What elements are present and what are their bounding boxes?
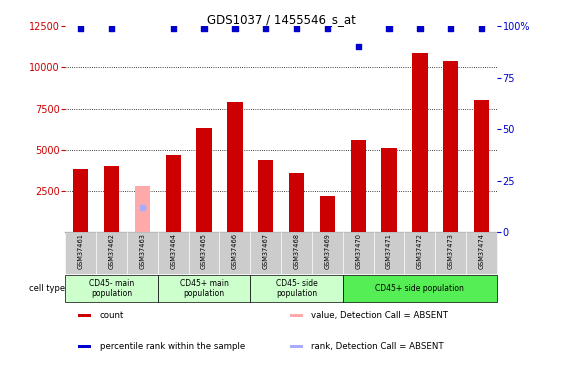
Text: GSM37464: GSM37464 [170, 234, 176, 270]
Point [323, 25, 332, 31]
Bar [412, 53, 428, 232]
Bar [320, 196, 335, 232]
Point [415, 25, 424, 31]
Bar [197, 128, 212, 232]
Text: CD45+ side population: CD45+ side population [375, 284, 465, 293]
FancyBboxPatch shape [466, 232, 497, 274]
Bar [290, 314, 303, 317]
FancyBboxPatch shape [65, 232, 96, 274]
Point [385, 25, 394, 31]
Bar [290, 345, 303, 348]
Bar [165, 154, 181, 232]
Bar [104, 166, 119, 232]
FancyBboxPatch shape [158, 275, 250, 302]
Bar [73, 170, 89, 232]
Bar [78, 345, 91, 348]
FancyBboxPatch shape [65, 275, 158, 302]
Text: value, Detection Call = ABSENT: value, Detection Call = ABSENT [311, 311, 449, 320]
Bar [474, 100, 489, 232]
Bar [135, 186, 150, 232]
Text: GSM37473: GSM37473 [448, 234, 454, 269]
Text: GSM37462: GSM37462 [108, 234, 115, 270]
Text: CD45- main
population: CD45- main population [89, 279, 134, 298]
FancyBboxPatch shape [312, 232, 343, 274]
Text: GSM37472: GSM37472 [417, 234, 423, 270]
Point [199, 25, 208, 31]
Bar [350, 140, 366, 232]
Point [261, 25, 270, 31]
Point [138, 204, 147, 210]
Point [231, 25, 240, 31]
Bar [227, 102, 243, 232]
Text: GSM37466: GSM37466 [232, 234, 238, 270]
FancyBboxPatch shape [404, 232, 435, 274]
FancyBboxPatch shape [127, 232, 158, 274]
Bar [443, 61, 458, 232]
Point [76, 25, 85, 31]
FancyBboxPatch shape [374, 232, 404, 274]
FancyBboxPatch shape [250, 275, 343, 302]
Text: percentile rank within the sample: percentile rank within the sample [100, 342, 245, 351]
Text: rank, Detection Call = ABSENT: rank, Detection Call = ABSENT [311, 342, 444, 351]
Text: GSM37468: GSM37468 [294, 234, 299, 270]
Text: GSM37461: GSM37461 [78, 234, 83, 269]
FancyBboxPatch shape [189, 232, 219, 274]
FancyBboxPatch shape [250, 232, 281, 274]
FancyBboxPatch shape [158, 232, 189, 274]
Point [354, 44, 363, 50]
Text: GSM37463: GSM37463 [139, 234, 145, 269]
Text: GSM37474: GSM37474 [479, 234, 485, 270]
FancyBboxPatch shape [219, 232, 250, 274]
Title: GDS1037 / 1455546_s_at: GDS1037 / 1455546_s_at [207, 13, 356, 26]
FancyBboxPatch shape [281, 232, 312, 274]
Text: GSM37470: GSM37470 [355, 234, 361, 270]
Point [477, 25, 486, 31]
Text: GSM37469: GSM37469 [324, 234, 331, 269]
Text: GSM37467: GSM37467 [263, 234, 269, 270]
Text: GSM37465: GSM37465 [201, 234, 207, 270]
Text: cell type: cell type [28, 284, 65, 293]
FancyBboxPatch shape [96, 232, 127, 274]
Bar [381, 148, 397, 232]
Point [107, 25, 116, 31]
Point [446, 25, 456, 31]
Text: CD45- side
population: CD45- side population [275, 279, 318, 298]
Text: GSM37471: GSM37471 [386, 234, 392, 269]
FancyBboxPatch shape [435, 232, 466, 274]
Bar [78, 314, 91, 317]
FancyBboxPatch shape [343, 232, 374, 274]
FancyBboxPatch shape [343, 275, 497, 302]
Point [169, 25, 178, 31]
Text: CD45+ main
population: CD45+ main population [179, 279, 228, 298]
Text: count: count [100, 311, 124, 320]
Bar [258, 160, 273, 232]
Bar [289, 173, 304, 232]
Point [292, 25, 301, 31]
